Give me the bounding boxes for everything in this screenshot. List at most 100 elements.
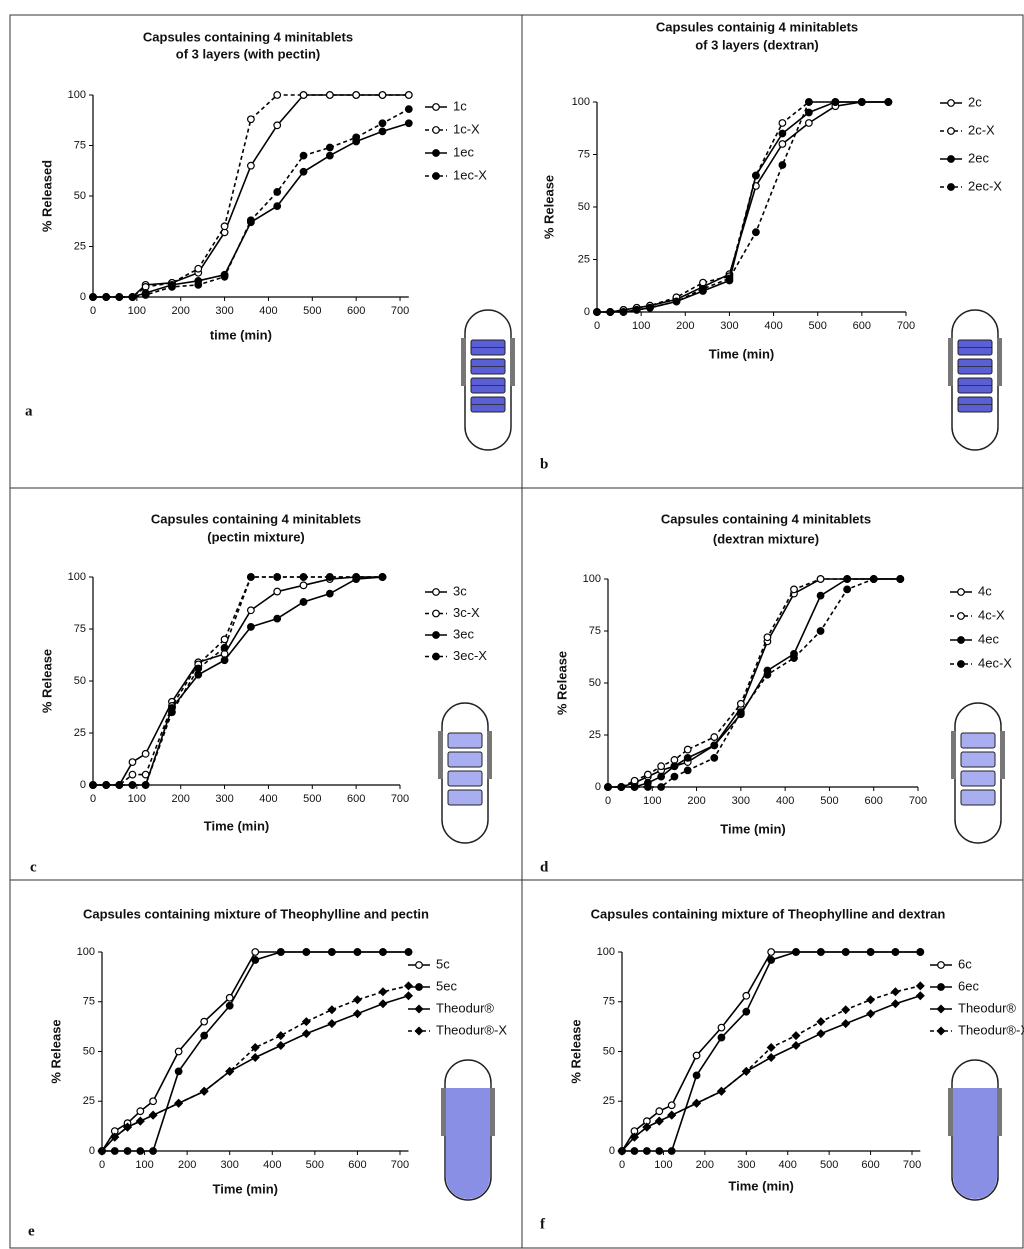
data-point: [220, 635, 229, 644]
chart-title: Capsules containing mixture of Theophyll…: [83, 906, 429, 921]
panel-letter: d: [540, 859, 549, 875]
data-point: [866, 948, 875, 956]
legend-marker: [947, 127, 955, 135]
data-point: [683, 753, 692, 762]
data-point: [816, 575, 825, 583]
data-point: [683, 745, 692, 754]
data-point: [194, 264, 203, 273]
data-point: [352, 995, 362, 1005]
series-line: [101, 985, 409, 1152]
chart-title: Capsules containing mixture of Theophyll…: [591, 906, 946, 921]
data-point: [327, 948, 336, 956]
y-tick-label: 100: [77, 946, 95, 958]
x-tick-label: 200: [172, 305, 190, 317]
data-point: [141, 291, 150, 299]
data-point: [299, 573, 308, 581]
data-point: [778, 161, 787, 169]
data-point: [841, 1019, 851, 1029]
legend-label: 2ec: [968, 150, 989, 165]
data-point: [273, 573, 282, 581]
data-point: [276, 1031, 286, 1041]
y-tick-label: 75: [603, 996, 615, 1008]
data-point: [630, 783, 639, 791]
data-point: [299, 91, 308, 99]
legend-marker: [432, 631, 440, 639]
y-tick-label: 75: [74, 623, 86, 635]
data-point: [325, 573, 334, 581]
data-point: [276, 1041, 286, 1051]
capsule-band: [490, 1088, 495, 1136]
y-axis-label: % Release: [39, 649, 54, 713]
legend-label: 6c: [958, 956, 972, 971]
data-point: [404, 948, 413, 956]
data-point: [915, 981, 925, 991]
minitablet: [960, 732, 996, 749]
data-point: [816, 591, 825, 600]
data-point: [251, 956, 260, 964]
data-point: [225, 1066, 235, 1076]
capsule-band: [997, 1088, 1002, 1136]
series-line: [93, 94, 409, 298]
data-point: [200, 1031, 209, 1040]
data-point: [617, 783, 626, 791]
y-tick-label: 100: [68, 89, 86, 101]
x-tick-label: 700: [391, 1159, 409, 1171]
data-point: [404, 991, 413, 1001]
data-point: [843, 585, 852, 594]
y-tick-label: 25: [603, 1095, 615, 1107]
x-tick-label: 100: [643, 795, 661, 807]
series-line: [608, 578, 901, 788]
data-point: [670, 756, 679, 764]
data-point: [378, 127, 387, 136]
legend-label: 6ec: [958, 978, 979, 993]
x-tick-label: 100: [128, 793, 146, 805]
data-point: [804, 108, 813, 117]
data-point: [246, 161, 255, 170]
data-point: [276, 948, 285, 956]
y-tick-label: 0: [89, 1145, 95, 1157]
capsule-band: [510, 338, 515, 386]
data-point: [790, 585, 798, 594]
data-point: [325, 91, 334, 99]
y-tick-label: 50: [83, 1045, 95, 1057]
data-point: [97, 1146, 107, 1156]
data-point: [325, 143, 334, 152]
x-tick-label: 400: [764, 320, 782, 332]
x-tick-label: 700: [391, 305, 409, 317]
data-point: [717, 1023, 726, 1032]
data-point: [102, 293, 111, 301]
data-point: [251, 948, 260, 956]
x-tick-label: 600: [853, 320, 871, 332]
data-point: [632, 306, 641, 314]
x-tick-label: 600: [348, 1159, 366, 1171]
chart-title: of 3 layers (dextran): [695, 37, 819, 52]
x-tick-label: 300: [215, 793, 233, 805]
y-tick-label: 50: [603, 1045, 615, 1057]
x-axis-label: Time (min): [728, 1178, 794, 1193]
data-point: [916, 948, 925, 956]
data-point: [778, 129, 787, 138]
legend-marker: [957, 612, 965, 620]
chart-title: Capsules containig 4 minitablets: [656, 19, 858, 34]
y-tick-label: 25: [74, 727, 86, 739]
capsule-band: [948, 338, 953, 386]
data-point: [767, 948, 776, 956]
data-point: [866, 1009, 876, 1019]
data-point: [299, 151, 308, 160]
y-tick-label: 100: [68, 571, 86, 583]
data-point: [816, 948, 825, 956]
data-point: [643, 783, 652, 791]
y-tick-label: 0: [609, 1145, 615, 1157]
x-tick-label: 200: [696, 1159, 714, 1171]
data-point: [692, 1051, 701, 1060]
data-point: [327, 1019, 337, 1029]
legend-marker: [415, 961, 423, 969]
data-point: [752, 171, 760, 180]
data-point: [790, 654, 798, 662]
series-line: [621, 985, 921, 1152]
legend-marker: [414, 1026, 424, 1036]
minitablet: [960, 789, 996, 806]
x-tick-label: 600: [347, 793, 365, 805]
y-tick-label: 75: [578, 148, 590, 160]
chart-title: Capsules containing 4 minitablets: [661, 511, 871, 526]
